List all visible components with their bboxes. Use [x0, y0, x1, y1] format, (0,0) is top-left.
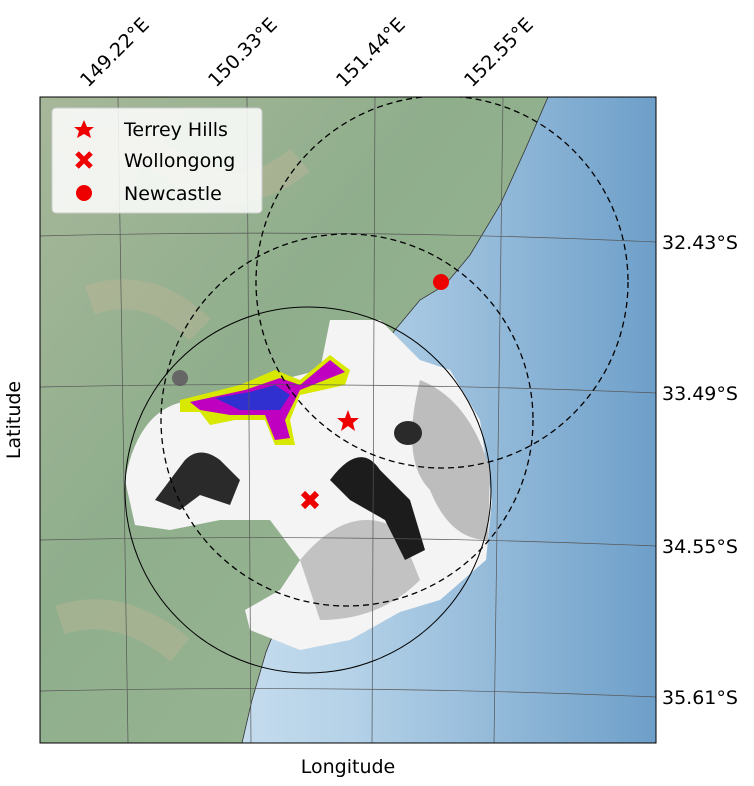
legend: Terrey Hills Wollongong Newcastle — [51, 107, 263, 214]
legend-label: Wollongong — [124, 150, 235, 172]
radar-range — [160, 233, 534, 607]
wollongong-marker — [300, 490, 320, 510]
grid-line — [371, 97, 376, 743]
lon-tick-label: 152.55°E — [460, 14, 538, 92]
newcastle-marker — [433, 274, 449, 290]
lon-tick-label: 149.22°E — [76, 14, 154, 92]
legend-marker — [75, 151, 93, 169]
grid-line — [40, 232, 656, 243]
legend-marker — [76, 185, 92, 201]
lon-tick-label: 150.33°E — [204, 14, 282, 92]
grid-line — [40, 537, 656, 547]
grid-line — [40, 688, 656, 698]
lat-tick-label: 32.43°S — [662, 232, 738, 254]
y-axis-label: Latitude — [3, 381, 25, 459]
legend-marker — [74, 120, 94, 138]
radar-range — [255, 97, 629, 469]
map-frame — [39, 96, 657, 744]
legend-label: Newcastle — [124, 183, 222, 205]
legend-label: Terrey Hills — [123, 119, 228, 141]
map-area — [40, 97, 656, 743]
grid-line — [493, 97, 504, 743]
grid-line — [40, 384, 656, 394]
radar-range — [124, 306, 492, 674]
terrey-hills-marker — [337, 410, 359, 431]
radar-echo — [125, 320, 492, 650]
lat-tick-label: 33.49°S — [662, 383, 738, 405]
lon-tick-label: 151.44°E — [332, 14, 410, 92]
x-axis-label: Longitude — [301, 756, 396, 778]
lat-tick-label: 34.55°S — [662, 536, 738, 558]
graticule — [40, 97, 656, 743]
lat-tick-label: 35.61°S — [662, 687, 738, 709]
